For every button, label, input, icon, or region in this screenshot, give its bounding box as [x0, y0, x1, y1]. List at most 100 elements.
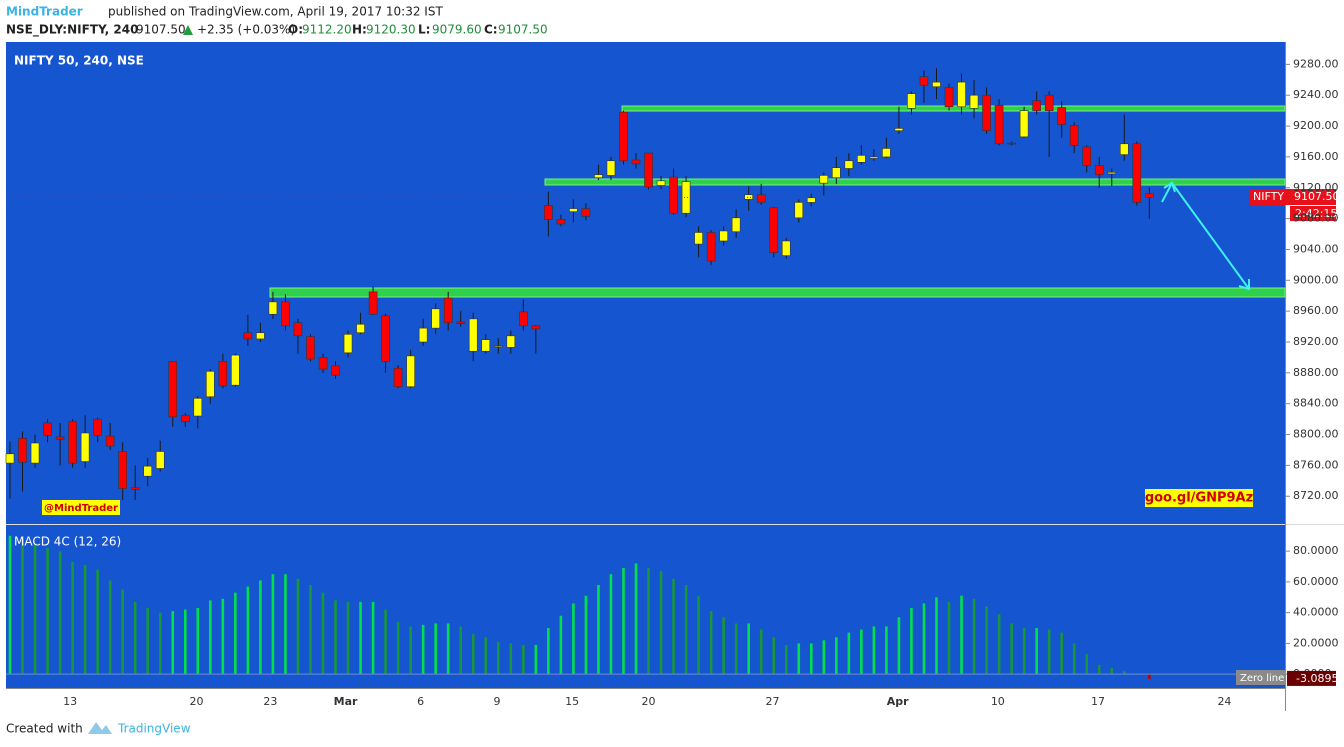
macd-bar [897, 617, 901, 675]
candle-body [281, 301, 290, 327]
label-bg [42, 500, 120, 515]
candle-body [381, 315, 390, 362]
macd-bar [922, 603, 926, 675]
candle-body [481, 339, 491, 352]
candle-body [857, 155, 866, 163]
price-tag-value: 9107.50 [1294, 190, 1340, 203]
y-tick-label: 9120.00 [1293, 181, 1339, 194]
link-label: goo.gl/GNP9Az [1145, 491, 1253, 506]
candle-body [756, 194, 766, 203]
c-value: 9107.50 [498, 23, 548, 37]
zero-tag [1236, 670, 1286, 685]
y-tick-label: 8880.00 [1293, 366, 1339, 379]
macd-bar [547, 628, 550, 675]
price-tag-name: NIFTY [1253, 190, 1284, 203]
candle-body [43, 422, 52, 436]
label-bg [1145, 489, 1253, 507]
resistance-zone [544, 178, 1286, 186]
candle-body [894, 128, 904, 131]
brand[interactable]: TradingView [117, 722, 191, 736]
candle-body [231, 354, 240, 386]
macd-bar [108, 580, 112, 675]
macd-bar [71, 561, 74, 675]
candle-body [994, 104, 1004, 145]
candle-body [982, 94, 991, 131]
macd-bar [371, 601, 375, 675]
candle-body [569, 208, 578, 212]
candle-body [443, 297, 453, 324]
macd-bar [434, 623, 437, 675]
created-with: Created with [6, 722, 83, 736]
candle-body [143, 465, 153, 477]
macd-bar [21, 538, 24, 675]
arrow-head [1163, 181, 1176, 193]
candle-body [1145, 193, 1154, 198]
macd-bar [158, 612, 162, 675]
l-label: L: [418, 23, 430, 37]
support-zone [269, 287, 1286, 298]
macd-bar [759, 629, 763, 675]
macd-bar [421, 624, 425, 675]
candle-body [206, 371, 215, 398]
candle-body [1044, 94, 1054, 111]
candle-body [331, 365, 340, 376]
macd-bar [284, 574, 287, 675]
candle-body [406, 355, 415, 388]
candle-body [744, 194, 753, 200]
candle-body [882, 148, 891, 158]
macd-bar [684, 584, 688, 675]
macd-bar [835, 637, 838, 675]
candle-body [393, 367, 403, 388]
candle-body [343, 333, 353, 354]
candle-body [1119, 143, 1129, 155]
candle-body [30, 442, 40, 464]
candle-body [80, 432, 90, 462]
up-arrow [183, 25, 193, 35]
macd-bar [572, 603, 575, 675]
candle-body [644, 152, 653, 188]
y-tick-label: 9040.00 [1293, 242, 1339, 255]
x-tick-label: 10 [991, 695, 1005, 708]
h-label: H: [352, 23, 367, 37]
y-tick-label: 9000.00 [1293, 273, 1339, 286]
x-tick-label: 15 [565, 695, 579, 708]
x-tick-label: 9 [494, 695, 501, 708]
candle-body [694, 232, 703, 245]
change: +2.35 (+0.03%) [197, 23, 295, 37]
macd-bar [784, 644, 788, 675]
candle-body [155, 451, 165, 469]
macd-bar [910, 608, 913, 675]
countdown-tag [1290, 206, 1336, 221]
macd-bar [672, 578, 675, 675]
candle-body [606, 160, 616, 176]
author[interactable]: MindTrader [6, 5, 83, 19]
candle-body [1132, 143, 1142, 203]
macd-bar [1022, 628, 1026, 675]
macd-bar [985, 606, 988, 675]
candle-body [293, 322, 303, 337]
macd-bar [221, 598, 225, 675]
y-tick-label: 40.0000 [1293, 606, 1339, 619]
published: published on TradingView.com, April 19, … [108, 5, 443, 19]
candle-body [318, 357, 328, 370]
macd-bar [509, 643, 513, 675]
macd-bar [346, 601, 350, 675]
price-tag [1250, 189, 1336, 205]
y-tick-label: 8840.00 [1293, 397, 1339, 410]
candle-body [919, 76, 929, 86]
macd-bar [634, 563, 638, 675]
candle-body [531, 325, 541, 330]
candle-body [431, 308, 440, 329]
candle-body [1069, 124, 1079, 146]
zero-label: Zero line [1240, 673, 1284, 684]
macd-bar [146, 608, 150, 675]
candle-body [907, 93, 916, 109]
macd-bar [947, 601, 951, 675]
candle-body [256, 332, 265, 340]
candle-body [519, 311, 528, 327]
macd-bar [446, 623, 450, 675]
candle-body [706, 232, 716, 262]
macd-bar [847, 632, 851, 675]
y-tick-label: 9080.00 [1293, 212, 1339, 225]
candle-body [93, 418, 102, 436]
